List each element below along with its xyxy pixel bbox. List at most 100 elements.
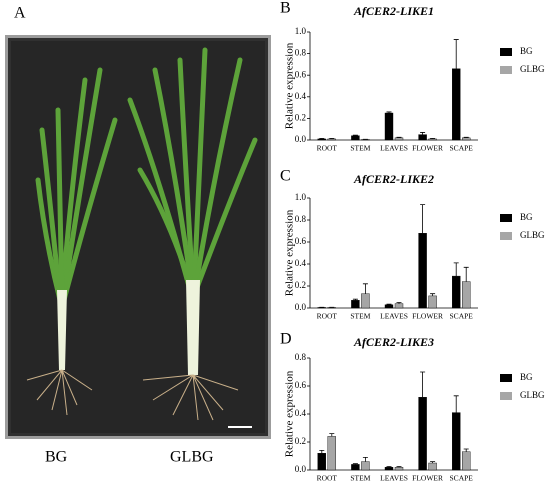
chart-title: AfCER2-LIKE1: [353, 4, 434, 18]
photo-caption: BG: [45, 449, 68, 466]
panel-label: B: [280, 0, 291, 17]
error-bar: [430, 293, 436, 296]
panel-label: C: [280, 168, 291, 185]
error-bar: [362, 457, 368, 462]
legend-label: GLBG: [520, 64, 545, 74]
legend-swatch: [500, 48, 512, 56]
error-bar: [420, 204, 426, 234]
y-tick-label: 1.0: [295, 192, 307, 202]
bar: [351, 300, 360, 309]
bar: [317, 138, 326, 141]
bar: [317, 453, 326, 471]
y-tick-label: 0.6: [295, 69, 307, 79]
bar: [384, 467, 394, 471]
x-tick-label: FLOWER: [412, 474, 443, 483]
error-bar: [453, 262, 459, 277]
legend-label: GLBG: [520, 390, 545, 400]
panel-label: D: [280, 331, 292, 348]
bar: [462, 451, 471, 471]
error-bar: [453, 395, 459, 413]
error-bar: [463, 136, 469, 138]
error-bar: [362, 283, 368, 294]
bar: [394, 303, 404, 309]
y-tick-label: 0.6: [295, 236, 307, 246]
y-axis-label: Relative expression: [284, 370, 296, 457]
legend-label: BG: [520, 212, 533, 222]
bar: [394, 467, 404, 471]
error-bar: [463, 266, 469, 282]
bar: [351, 135, 360, 141]
error-bar: [430, 137, 436, 139]
bar: [428, 462, 437, 471]
x-tick-label: FLOWER: [412, 144, 443, 153]
panel-label: A: [14, 5, 26, 22]
bar: [384, 304, 394, 309]
chart-title: AfCER2-LIKE2: [353, 172, 434, 186]
error-bar: [386, 303, 392, 305]
bar: [452, 412, 461, 471]
error-bar: [352, 134, 358, 136]
legend-swatch: [500, 392, 512, 400]
bar: [428, 138, 437, 141]
bar: [462, 281, 471, 309]
y-tick-label: 0.2: [295, 436, 306, 446]
bar: [418, 232, 427, 309]
x-tick-label: LEAVES: [380, 144, 408, 153]
y-tick-label: 0.4: [295, 91, 307, 101]
legend-swatch: [500, 66, 512, 74]
x-tick-label: ROOT: [317, 144, 338, 153]
error-bar: [430, 461, 436, 463]
y-tick-label: 0.8: [295, 352, 307, 362]
error-bar: [386, 466, 392, 468]
bar: [361, 461, 370, 471]
y-axis-label: Relative expression: [284, 42, 296, 129]
error-bar: [352, 463, 358, 465]
x-tick-label: SCAPE: [450, 144, 474, 153]
y-tick-label: 0.0: [295, 134, 307, 144]
legend-label: BG: [520, 372, 533, 382]
bar: [428, 295, 437, 309]
y-tick-label: 0.0: [295, 302, 307, 312]
chart-title: AfCER2-LIKE3: [353, 335, 434, 349]
bar: [394, 137, 404, 141]
bar: [418, 134, 427, 141]
error-bar: [453, 39, 459, 69]
x-tick-label: LEAVES: [380, 312, 408, 321]
bar: [462, 137, 471, 141]
y-tick-label: 0.0: [295, 464, 307, 474]
error-bar: [329, 433, 335, 437]
bar: [452, 275, 461, 309]
bar: [327, 138, 336, 141]
x-tick-label: STEM: [350, 312, 370, 321]
y-tick-label: 0.2: [295, 280, 306, 290]
legend-label: GLBG: [520, 230, 545, 240]
x-tick-label: SCAPE: [450, 312, 474, 321]
x-tick-label: LEAVES: [380, 474, 408, 483]
bar: [351, 464, 360, 471]
legend-swatch: [500, 232, 512, 240]
y-tick-label: 1.0: [295, 26, 307, 36]
x-tick-label: FLOWER: [412, 312, 443, 321]
bar: [418, 397, 427, 471]
photo-caption: GLBG: [170, 449, 214, 466]
error-bar: [396, 466, 402, 468]
bar: [384, 112, 394, 141]
x-tick-label: STEM: [350, 144, 370, 153]
y-tick-label: 0.8: [295, 48, 307, 58]
error-bar: [396, 136, 402, 138]
y-tick-label: 0.4: [295, 408, 307, 418]
x-tick-label: SCAPE: [450, 474, 474, 483]
bar: [327, 436, 336, 471]
y-tick-label: 0.4: [295, 258, 307, 268]
legend-label: BG: [520, 46, 533, 56]
x-tick-label: ROOT: [317, 474, 338, 483]
y-axis-label: Relative expression: [284, 209, 296, 296]
error-bar: [319, 450, 325, 454]
error-bar: [386, 111, 392, 113]
error-bar: [420, 371, 426, 398]
legend-swatch: [500, 374, 512, 382]
error-bar: [420, 132, 426, 135]
y-tick-label: 0.8: [295, 214, 307, 224]
legend-swatch: [500, 214, 512, 222]
